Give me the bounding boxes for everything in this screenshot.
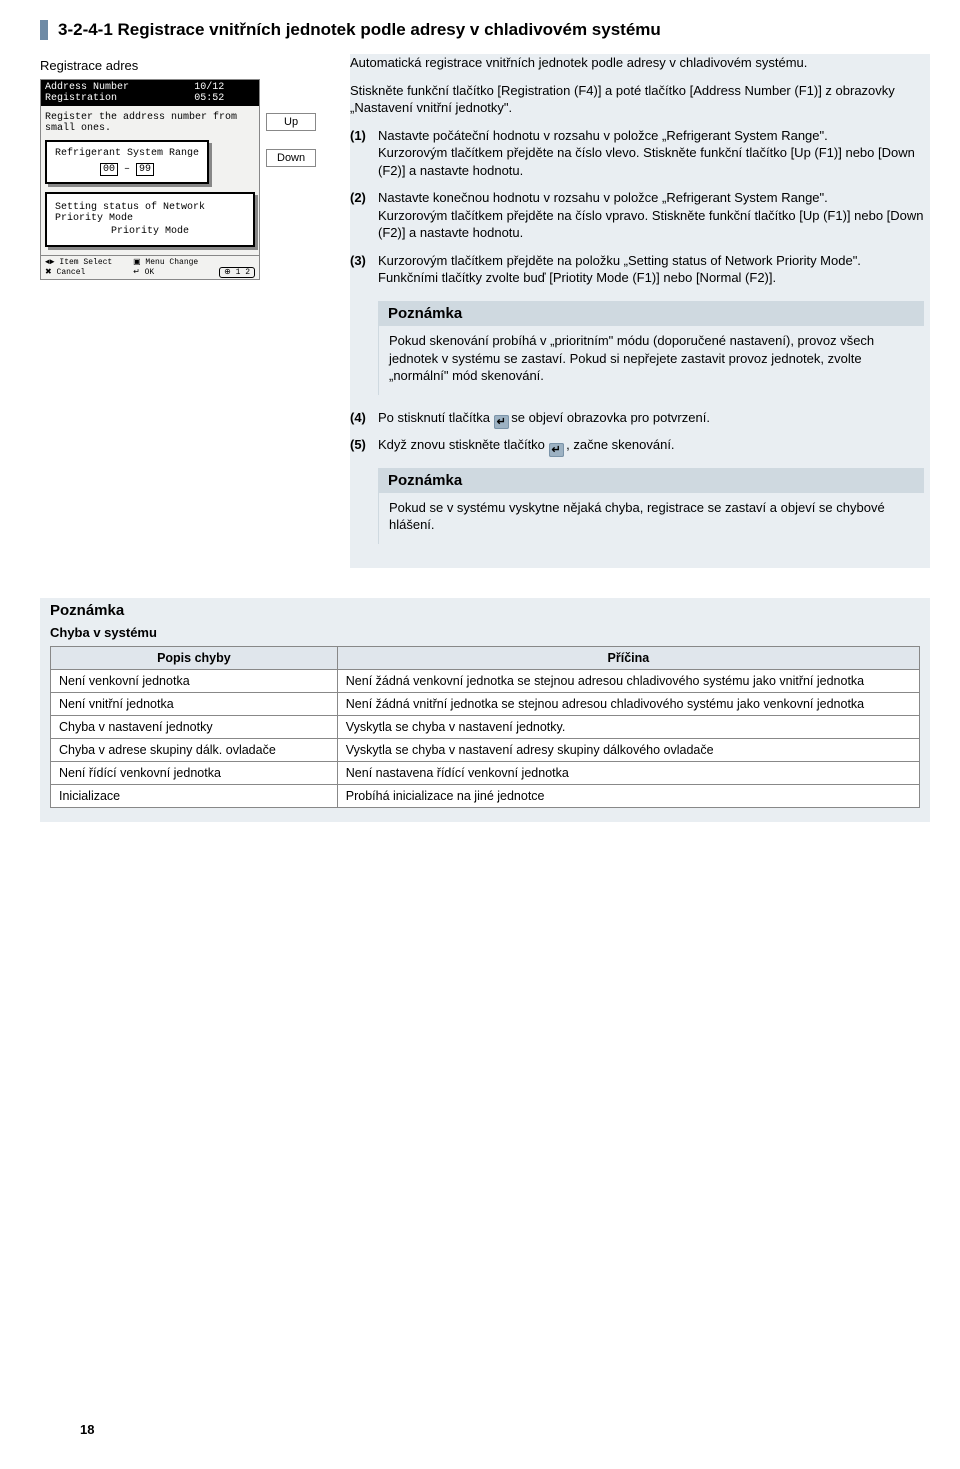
step-2: (2) Nastavte konečnou hodnotu v rozsahu … — [350, 189, 924, 242]
lcd-num-from: 00 — [100, 163, 118, 176]
error-table: Popis chyby Příčina Není venkovní jednot… — [50, 646, 920, 808]
lcd-footer-item: Item Select — [59, 258, 112, 267]
lcd-screenshot: Address Number Registration 10/12 05:52 … — [40, 79, 260, 280]
lcd-num-to: 99 — [136, 163, 154, 176]
error-cause-cell: Není žádná vnitřní jednotka se stejnou a… — [337, 692, 919, 715]
sub-label: Registrace adres — [40, 58, 330, 73]
note-1-title: Poznámka — [378, 301, 924, 326]
error-cause-cell: Probíhá inicializace na jiné jednotce — [337, 784, 919, 807]
lcd-clock: 10/12 05:52 — [194, 82, 255, 104]
step-5: (5) Když znovu stiskněte tlačítko , začn… — [350, 436, 924, 454]
lcd-panel-title: Refrigerant System Range — [55, 148, 199, 159]
error-cause-cell: Není nastavena řídící venkovní jednotka — [337, 761, 919, 784]
error-th-cause: Příčina — [337, 646, 919, 669]
note-2-title: Poznámka — [378, 468, 924, 493]
lcd-footer-menu: Menu Change — [145, 258, 198, 267]
table-row: Není vnitřní jednotkaNení žádná vnitřní … — [51, 692, 920, 715]
step-1: (1) Nastavte počáteční hodnotu v rozsahu… — [350, 127, 924, 180]
lcd-footer-cancel: Cancel — [57, 268, 86, 277]
bottom-note-title: Poznámka — [50, 598, 920, 623]
note-1-body: Pokud skenování probíhá v „prioritním" m… — [378, 326, 924, 395]
lcd-status-line: Setting status of Network Priority Mode — [55, 202, 245, 224]
lcd-page-indicator: ⊕ 1 2 — [219, 267, 255, 278]
table-row: Chyba v adrese skupiny dálk. ovladačeVys… — [51, 738, 920, 761]
intro-para-2: Stiskněte funkční tlačítko [Registration… — [350, 82, 924, 117]
note-2-body: Pokud se v systému vyskytne nějaká chyba… — [378, 493, 924, 544]
error-desc-cell: Chyba v nastavení jednotky — [51, 715, 338, 738]
enter-icon — [549, 440, 563, 452]
lcd-line1: Register the address number from small o… — [45, 112, 255, 134]
error-cause-cell: Vyskytla se chyba v nastavení jednotky. — [337, 715, 919, 738]
error-cause-cell: Není žádná venkovní jednotka se stejnou … — [337, 669, 919, 692]
error-desc-cell: Není vnitřní jednotka — [51, 692, 338, 715]
page-number: 18 — [80, 1422, 94, 1437]
error-desc-cell: Není venkovní jednotka — [51, 669, 338, 692]
note-2: Poznámka Pokud se v systému vyskytne něj… — [378, 468, 924, 544]
bottom-note: Poznámka Chyba v systému Popis chyby Pří… — [40, 598, 930, 822]
note-1: Poznámka Pokud skenování probíhá v „prio… — [378, 301, 924, 395]
step-3: (3) Kurzorovým tlačítkem přejděte na pol… — [350, 252, 924, 287]
table-row: Není řídící venkovní jednotkaNení nastav… — [51, 761, 920, 784]
table-row: Chyba v nastavení jednotkyVyskytla se ch… — [51, 715, 920, 738]
table-row: Není venkovní jednotkaNení žádná venkovn… — [51, 669, 920, 692]
lcd-title: Address Number Registration — [45, 82, 194, 104]
bottom-note-subtitle: Chyba v systému — [50, 625, 920, 640]
error-desc-cell: Není řídící venkovní jednotka — [51, 761, 338, 784]
lcd-dash: – — [124, 164, 136, 175]
error-desc-cell: Chyba v adrese skupiny dálk. ovladače — [51, 738, 338, 761]
lcd-footer-ok: OK — [145, 268, 155, 277]
error-th-desc: Popis chyby — [51, 646, 338, 669]
enter-icon — [494, 412, 508, 424]
lcd-mode: Priority Mode — [55, 226, 245, 237]
table-row: InicializaceProbíhá inicializace na jiné… — [51, 784, 920, 807]
intro-para-1: Automatická registrace vnitřních jednote… — [350, 54, 924, 72]
section-heading: 3-2-4-1 Registrace vnitřních jednotek po… — [40, 20, 930, 40]
down-button[interactable]: Down — [266, 149, 316, 167]
step-4: (4) Po stisknutí tlačítka se objeví obra… — [350, 409, 924, 427]
error-cause-cell: Vyskytla se chyba v nastavení adresy sku… — [337, 738, 919, 761]
up-button[interactable]: Up — [266, 113, 316, 131]
error-desc-cell: Inicializace — [51, 784, 338, 807]
